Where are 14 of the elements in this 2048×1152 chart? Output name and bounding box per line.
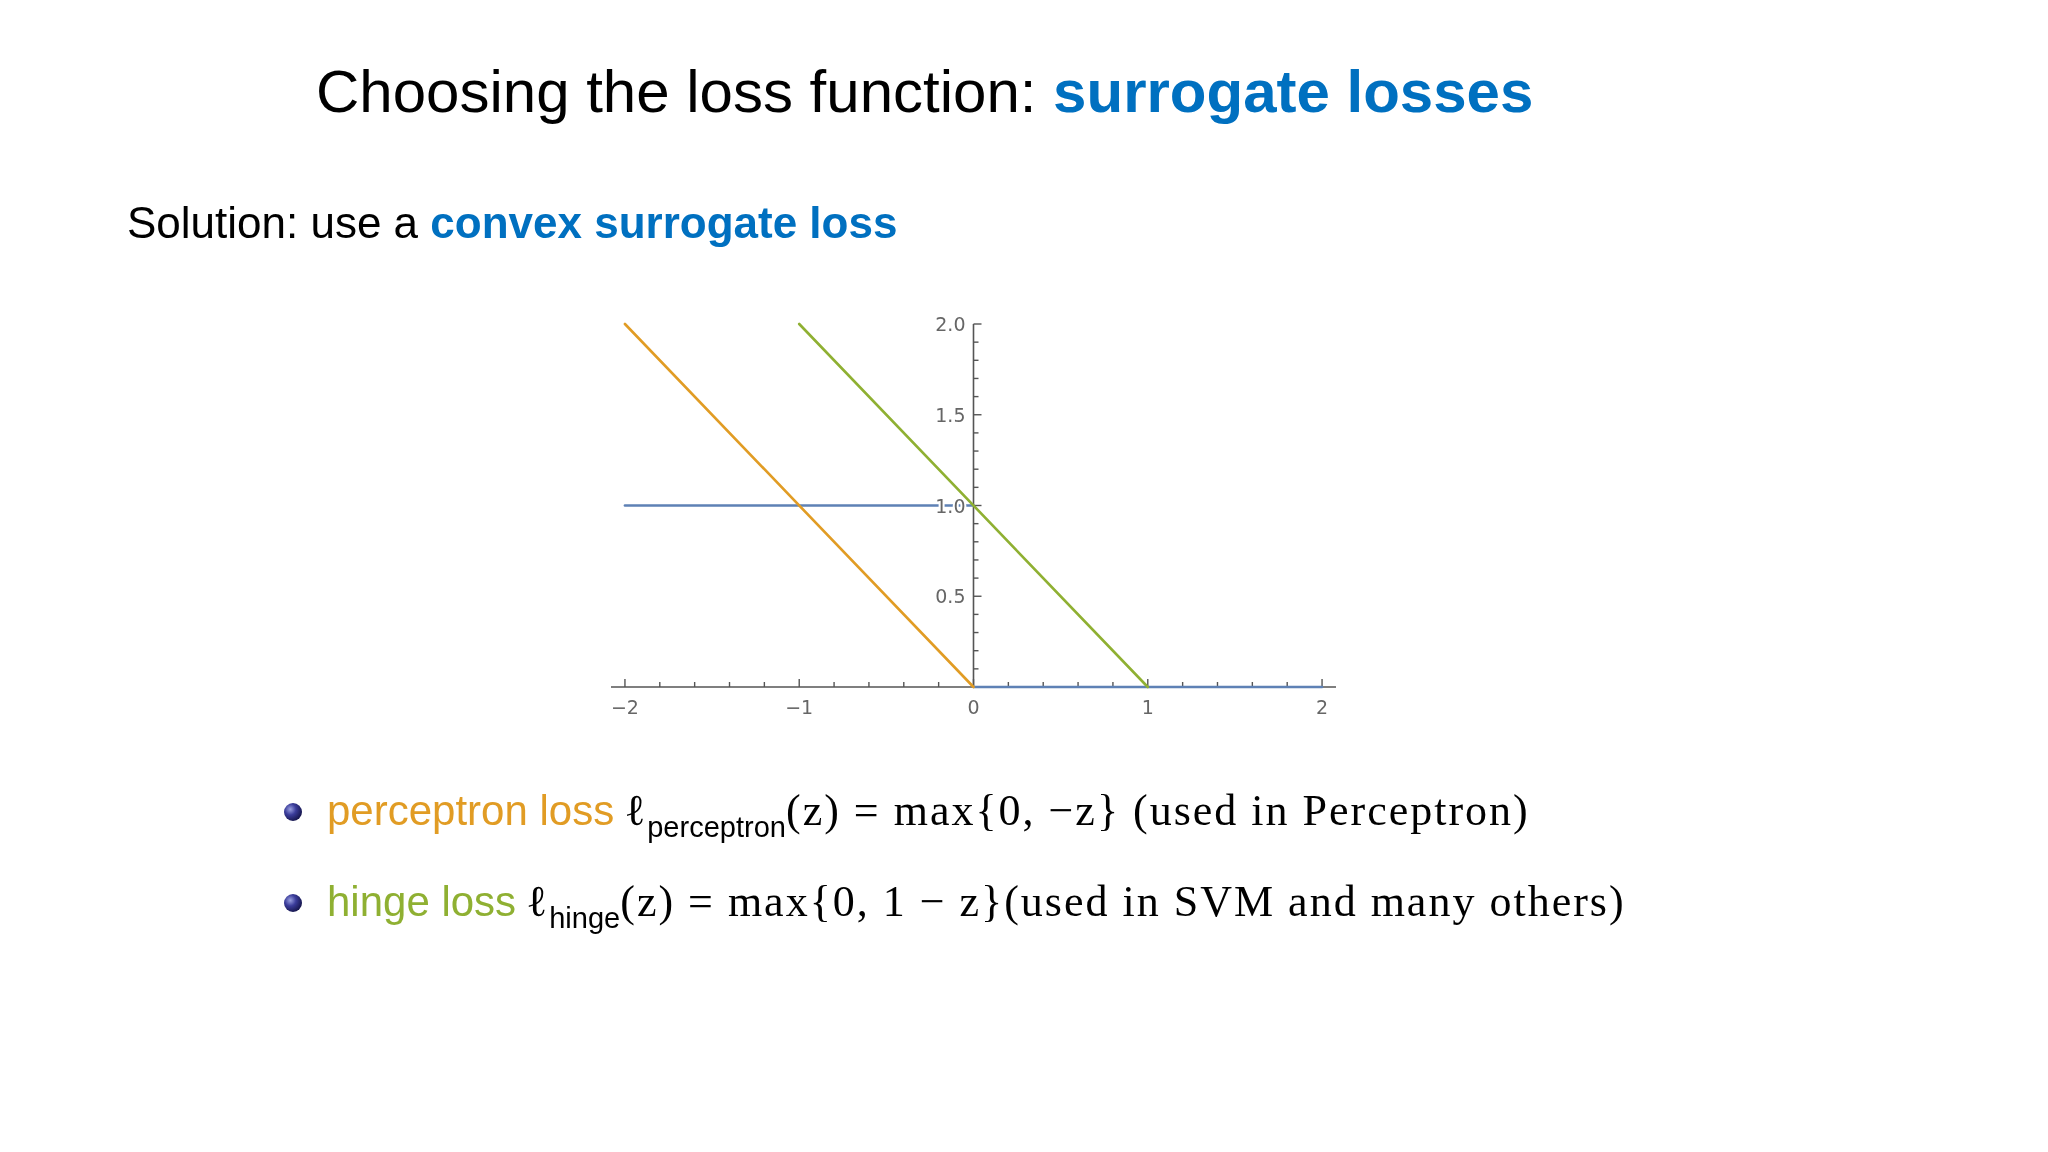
- x-tick-label: −2: [610, 696, 639, 718]
- x-tick-label: 0: [967, 696, 980, 718]
- x-tick-label: 1: [1141, 696, 1154, 718]
- y-tick-label: 2.0: [935, 313, 966, 335]
- x-tick-label: −1: [785, 696, 814, 718]
- chart-title: Choosing the loss function: surrogate losses: [316, 58, 1534, 125]
- y-tick-label: 0.5: [935, 585, 966, 608]
- text: ℓ$_{perceptron}$(z) = max{0, −z} (used in Perceptron): [624, 786, 1530, 844]
- chart-subtitle: Solution: use a convex surrogate loss: [127, 198, 898, 247]
- legend-label: hinge loss: [327, 878, 517, 925]
- text: ℓ$_{hinge}$(z) = max{0, 1 − z}(used in SVM and many others): [526, 877, 1626, 935]
- x-tick-label: 2: [1316, 696, 1329, 718]
- legend-label: perceptron loss: [327, 787, 615, 834]
- y-tick-label: 1.5: [935, 403, 966, 426]
